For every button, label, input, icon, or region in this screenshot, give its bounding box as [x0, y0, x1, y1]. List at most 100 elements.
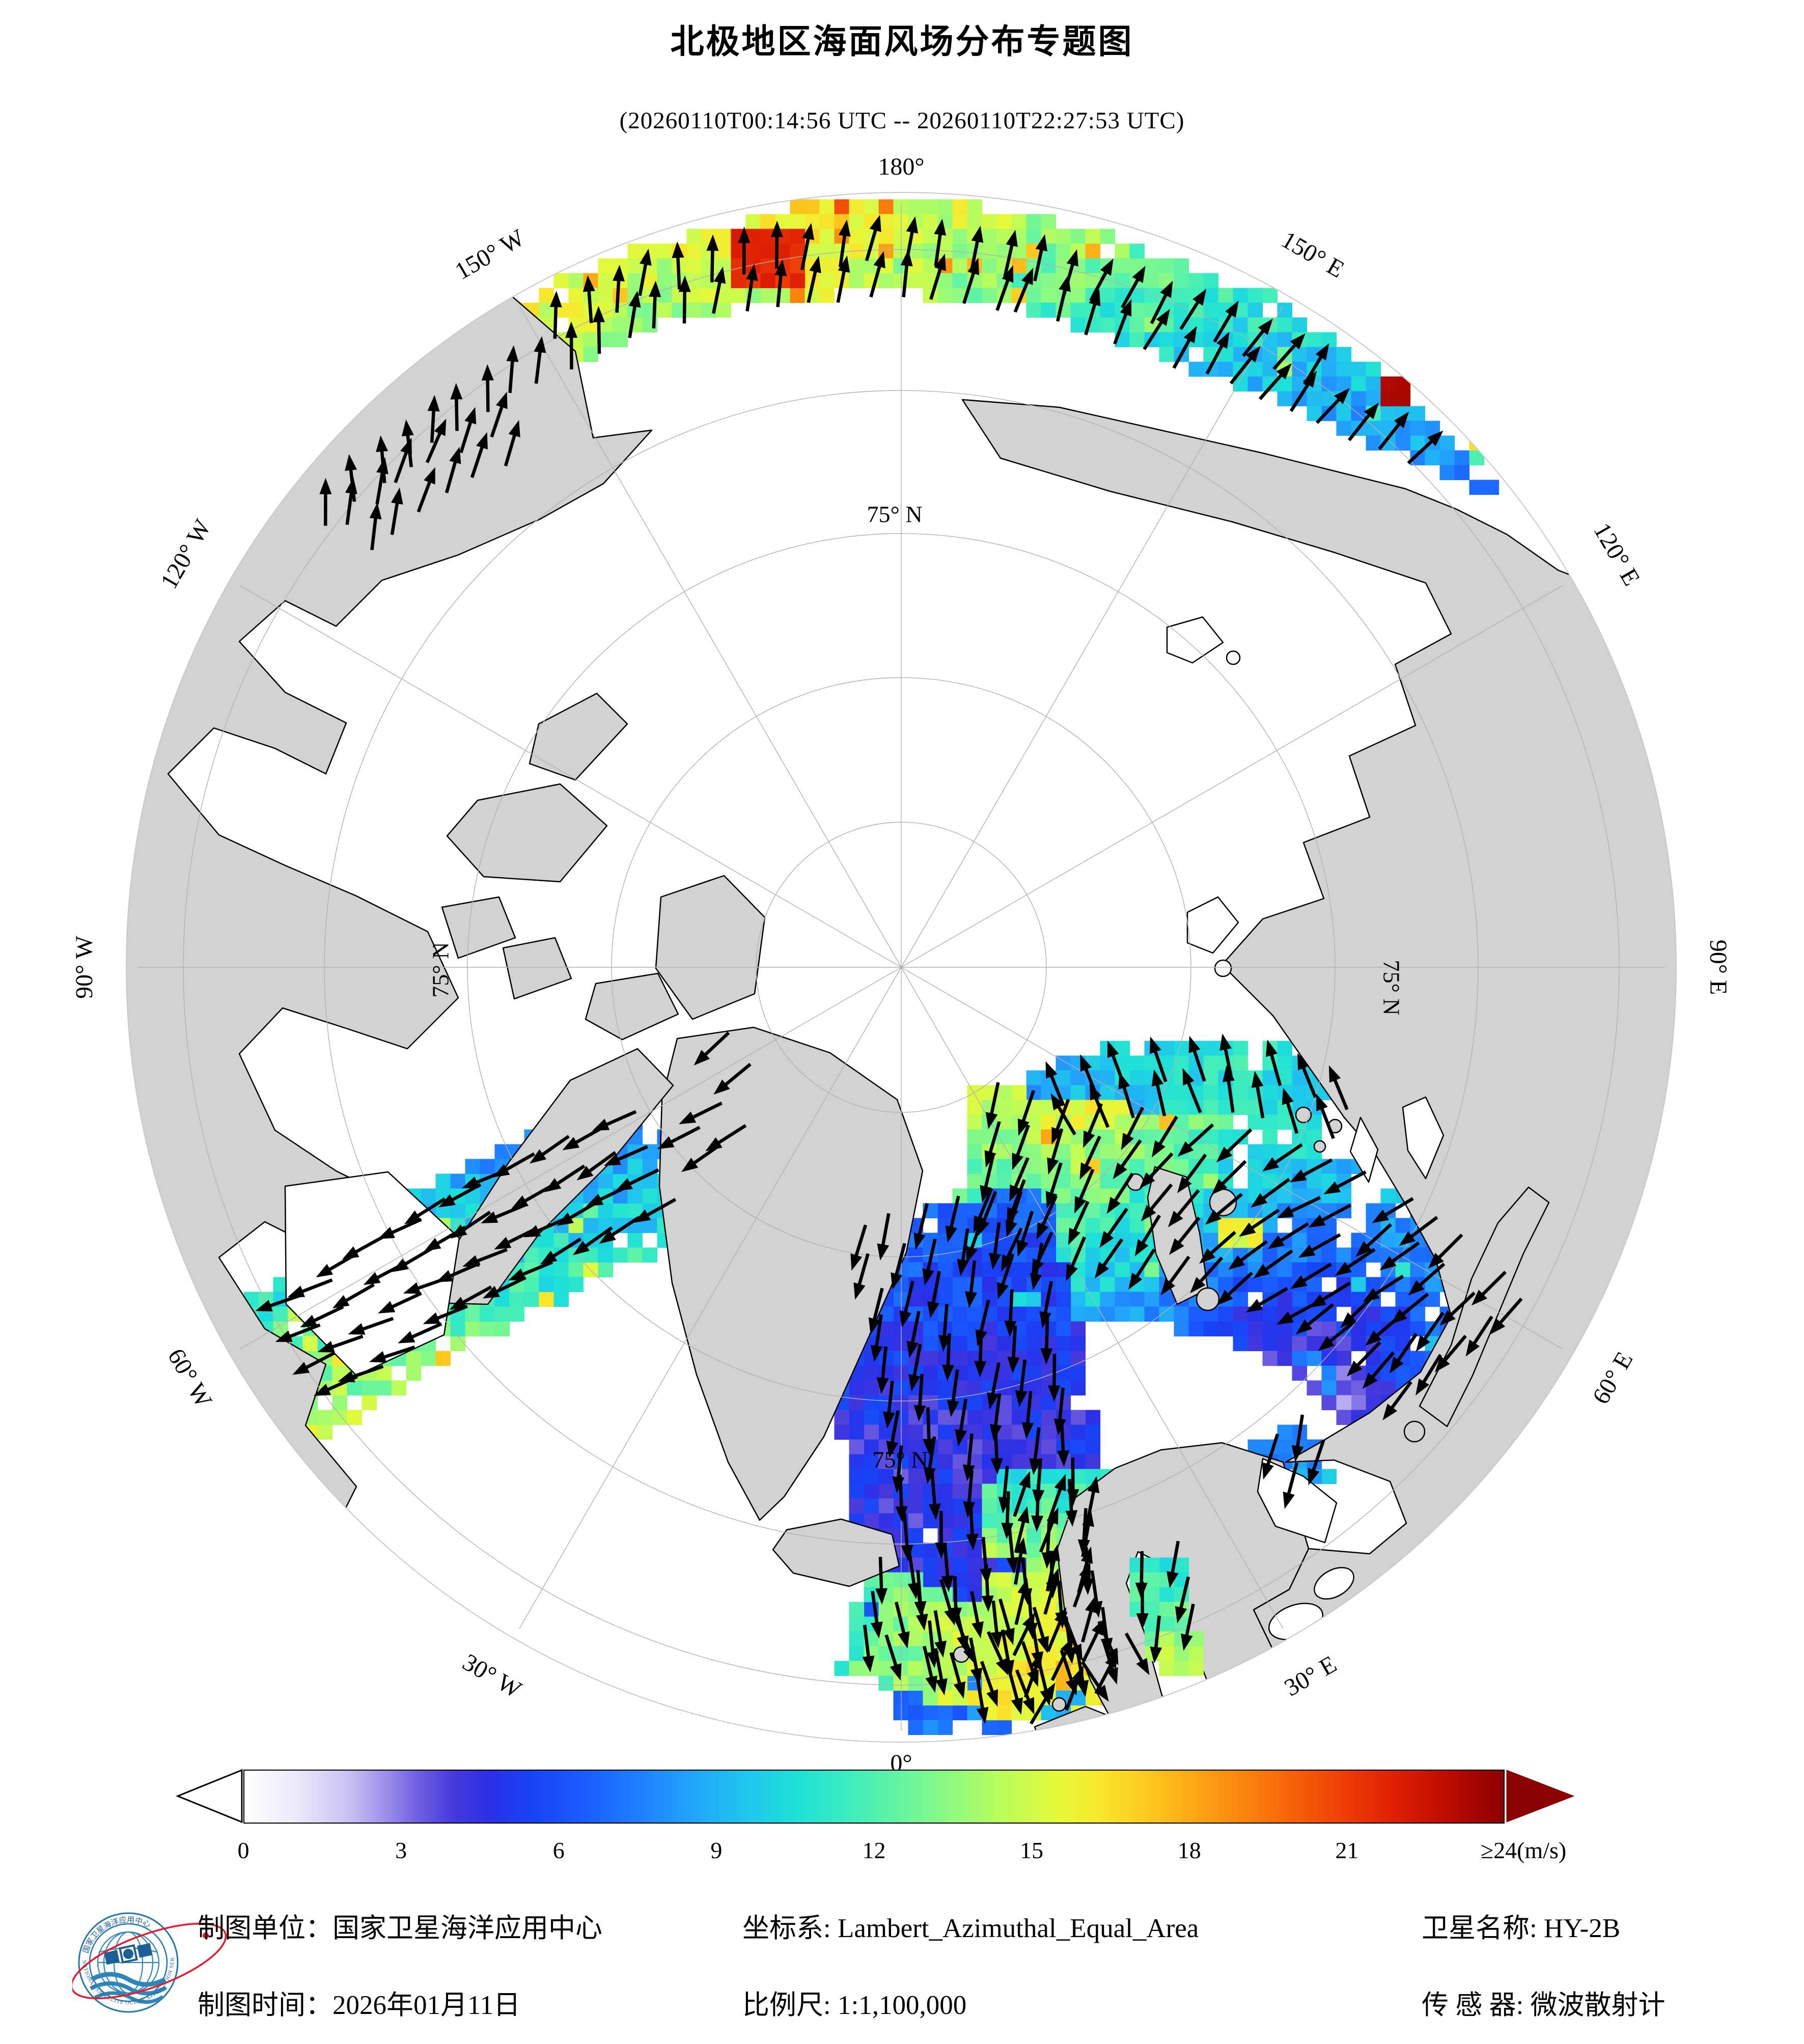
wind-cell	[1321, 1380, 1337, 1396]
wind-cell	[1115, 243, 1130, 259]
wind-cell	[1321, 1247, 1337, 1263]
wind-cell	[923, 1380, 938, 1396]
wind-cell	[864, 1395, 879, 1411]
wind-cell	[1484, 421, 1500, 436]
wind-cell	[1292, 347, 1308, 362]
footer: 国家卫星海洋应用中心 NATIONAL SATELLITE OCEAN APPL…	[0, 1884, 1804, 2044]
wind-cell	[996, 1439, 1012, 1455]
wind-cell	[804, 214, 820, 230]
wind-cell	[923, 1351, 938, 1366]
wind-cell	[1026, 1336, 1042, 1352]
wind-cell	[952, 273, 968, 289]
wind-cell	[996, 1410, 1012, 1425]
wind-cell	[1174, 1306, 1189, 1322]
wind-cell	[1262, 1351, 1278, 1366]
wind-cell	[1129, 332, 1145, 348]
wind-cell	[1041, 1439, 1057, 1455]
wind-cell	[553, 1277, 569, 1293]
wind-cell	[1277, 1424, 1293, 1440]
wind-cell	[1380, 376, 1396, 392]
wind-cell	[494, 1321, 510, 1337]
wind-cell	[1410, 1321, 1426, 1337]
wind-cell	[598, 1247, 614, 1263]
wind-cell	[790, 214, 806, 230]
wind-cell	[1011, 1454, 1027, 1470]
wind-cell	[760, 288, 776, 303]
wind-cell	[937, 1277, 953, 1293]
wind-cell	[1454, 450, 1470, 466]
wind-cell	[1011, 258, 1027, 274]
wind-cell	[1026, 1129, 1042, 1145]
wind-cell	[819, 229, 835, 244]
wind-cell	[317, 1424, 333, 1440]
wind-cell	[952, 1321, 968, 1337]
wind-cell	[1351, 391, 1367, 407]
meridian-label: 30° E	[1280, 1650, 1341, 1701]
wind-cell	[1056, 1365, 1071, 1381]
wind-cell	[1026, 1173, 1042, 1189]
wind-cell	[1100, 1085, 1116, 1101]
wind-cell	[1380, 391, 1396, 407]
wind-cell	[1159, 258, 1175, 274]
wind-cell	[1100, 1292, 1116, 1307]
wind-cell	[1011, 1306, 1027, 1322]
wind-cell	[849, 1439, 865, 1455]
wind-cell	[1410, 1306, 1426, 1322]
wind-cell	[1292, 1129, 1308, 1145]
wind-cell	[982, 1498, 997, 1514]
wind-cell	[1277, 1351, 1293, 1366]
page-subtitle: (20260110T00:14:56 UTC -- 20260110T22:27…	[619, 107, 1185, 134]
wind-cell	[1233, 1336, 1248, 1352]
wind-cell	[1056, 1277, 1071, 1293]
wind-cell	[1277, 332, 1293, 348]
wind-cell	[937, 1380, 953, 1396]
wind-cell	[598, 1173, 614, 1189]
wind-cell	[1026, 229, 1042, 244]
wind-cell	[1351, 376, 1367, 392]
wind-cell	[1469, 450, 1485, 466]
wind-cell	[1336, 1247, 1352, 1263]
wind-cell	[952, 258, 968, 274]
wind-cell	[1321, 376, 1337, 392]
wind-cell	[1129, 1085, 1145, 1101]
wind-cell	[450, 1173, 466, 1189]
wind-cell	[657, 273, 673, 289]
wind-cell	[1233, 317, 1248, 333]
wind-cell	[1085, 258, 1101, 274]
wind-cell	[613, 332, 628, 348]
wind-cell	[1026, 1188, 1042, 1204]
wind-cell	[1218, 1218, 1234, 1234]
wind-cell	[1056, 1144, 1071, 1160]
wind-cell	[1351, 1395, 1367, 1411]
wind-cell	[1277, 1114, 1293, 1130]
wind-cell	[1026, 1439, 1042, 1455]
wind-cell	[1203, 1159, 1219, 1174]
wind-cell	[745, 243, 761, 259]
wind-cell	[1174, 288, 1189, 303]
wind-cell	[1144, 258, 1160, 274]
meridian-label: 90° W	[71, 935, 98, 998]
wind-cell	[1336, 421, 1352, 436]
wind-cell	[967, 1306, 983, 1322]
wind-cell	[1174, 1159, 1189, 1174]
wind-cell	[1484, 406, 1500, 422]
colorbar-tick-label: ≥24(m/s)	[1480, 1837, 1567, 1863]
wind-cell	[923, 1365, 938, 1381]
wind-cell	[834, 1424, 850, 1440]
wind-cell	[435, 1173, 451, 1189]
colorbar-tick-label: 6	[552, 1837, 565, 1863]
wind-cell	[1469, 480, 1485, 495]
wind-cell	[1351, 1277, 1367, 1293]
wind-cell	[1026, 1070, 1042, 1086]
wind-cell	[568, 288, 584, 303]
wind-cell	[849, 199, 865, 215]
wind-cell	[937, 1292, 953, 1307]
wind-cell	[1085, 1454, 1101, 1470]
wind-cell	[716, 229, 732, 244]
wind-cell	[1513, 421, 1529, 436]
wind-cell	[967, 1380, 983, 1396]
wind-cell	[849, 1602, 865, 1617]
wind-cell	[1070, 1292, 1086, 1307]
wind-cell	[849, 1616, 865, 1632]
wind-cell	[332, 1410, 348, 1425]
